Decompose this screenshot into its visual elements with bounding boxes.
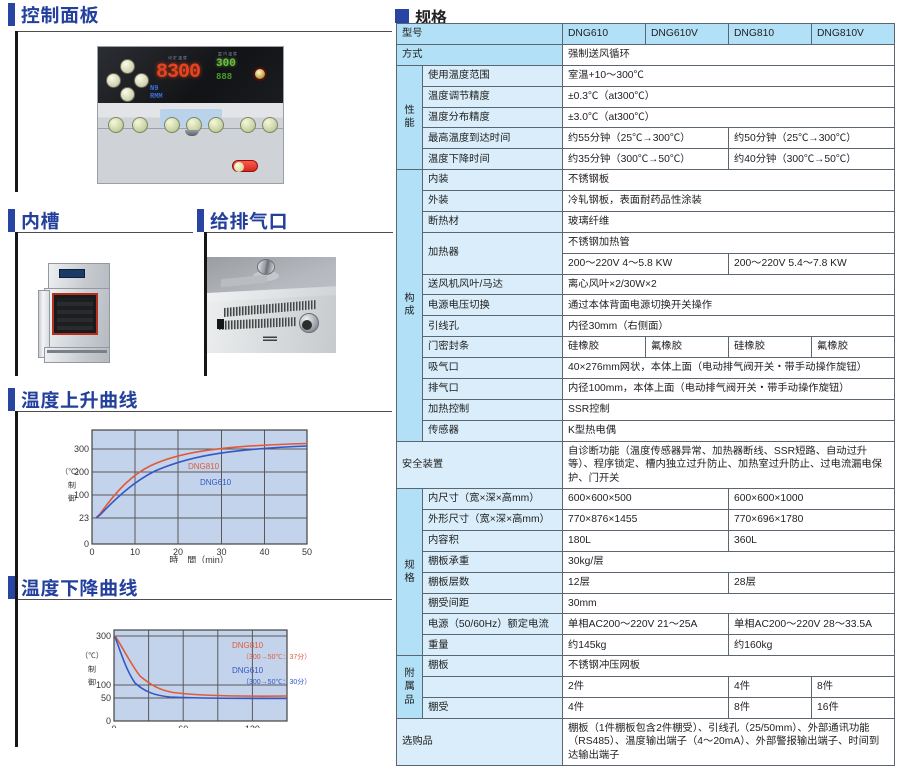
svg-text:300: 300 (96, 631, 111, 641)
svg-text:（℃）: （℃） (81, 651, 104, 660)
svg-text:0: 0 (111, 724, 116, 728)
svg-text:100: 100 (74, 490, 89, 500)
svg-text:（℃）: （℃） (61, 467, 84, 476)
svg-text:120: 120 (245, 724, 260, 728)
svg-text:御: 御 (88, 678, 96, 687)
svg-text:DNG610: DNG610 (200, 478, 232, 487)
svg-text:DNG810: DNG810 (188, 462, 220, 471)
svg-text:（300→50℃：37分）: （300→50℃：37分） (242, 653, 311, 661)
svg-text:300: 300 (74, 444, 89, 454)
svg-text:時 間（min）: 時 間（min） (169, 555, 229, 563)
svg-text:0: 0 (106, 716, 111, 726)
svg-text:40: 40 (259, 547, 269, 557)
svg-text:50: 50 (101, 693, 111, 703)
svg-text:0: 0 (89, 547, 94, 557)
svg-text:制: 制 (88, 664, 96, 674)
svg-text:23: 23 (79, 513, 89, 523)
svg-text:100: 100 (96, 680, 111, 690)
svg-text:DNG610: DNG610 (232, 666, 264, 675)
svg-text:50: 50 (302, 547, 312, 557)
svg-text:60: 60 (178, 724, 188, 728)
svg-text:御: 御 (68, 494, 76, 503)
svg-text:10: 10 (130, 547, 140, 557)
svg-text:0: 0 (84, 539, 89, 549)
svg-text:制: 制 (68, 480, 76, 490)
svg-text:DNG810: DNG810 (232, 641, 264, 650)
svg-text:（300→50℃：30分）: （300→50℃：30分） (242, 678, 311, 686)
